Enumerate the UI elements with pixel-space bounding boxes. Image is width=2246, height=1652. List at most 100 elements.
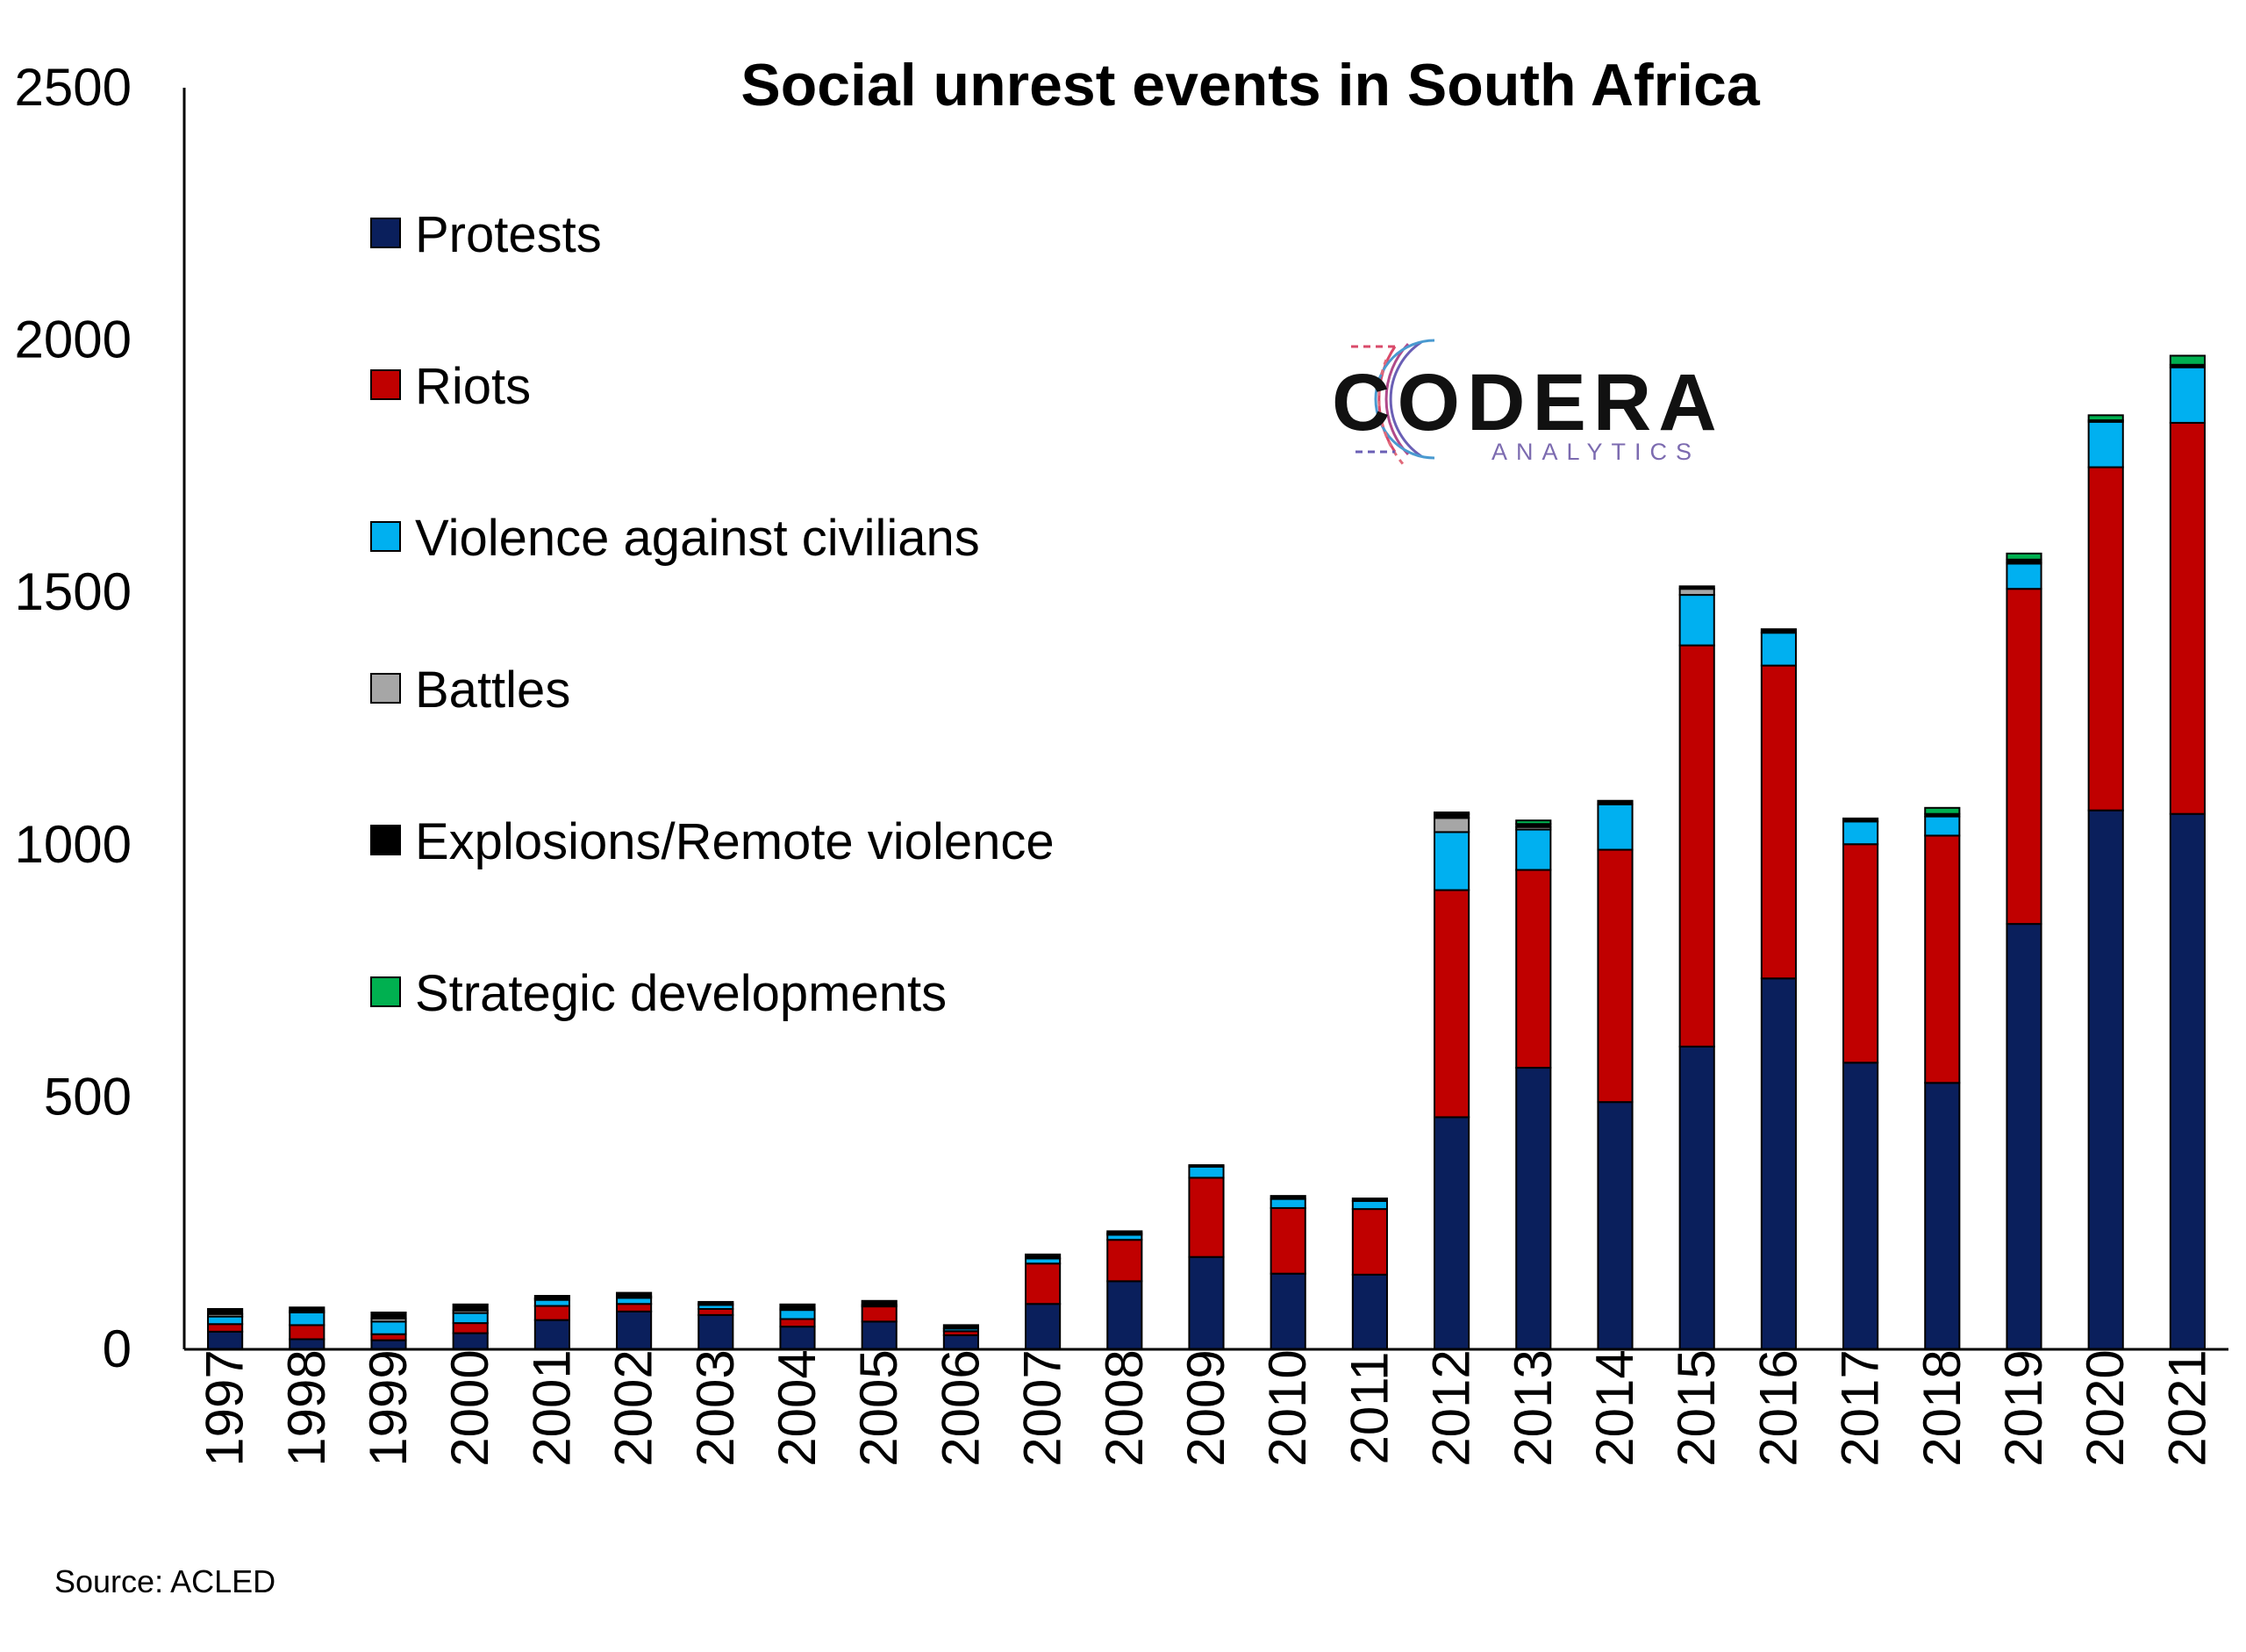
bar-segment (1434, 1116, 1470, 1350)
bar-segment (533, 1295, 570, 1299)
bar-segment (1351, 1273, 1388, 1350)
bar-segment (2006, 923, 2042, 1351)
x-axis: 1997 1998 1999 2000 2001 2002 2003 2004 2005 2006… (184, 1348, 2228, 1467)
y-axis: 0 500 1000 1500 2000 2500 (15, 58, 186, 1378)
bar-segment (1270, 1195, 1306, 1200)
x-tick-label: 2001 (522, 1349, 581, 1466)
bar-segment (1597, 803, 1634, 851)
bar-segment (942, 1324, 979, 1330)
legend-swatch (370, 521, 401, 552)
x-tick-label: 2013 (1504, 1349, 1563, 1466)
bar-segment (1515, 819, 1552, 826)
legend-swatch (370, 369, 401, 400)
x-tick-label: 2002 (604, 1349, 663, 1466)
bar-segment (370, 1312, 407, 1319)
bar-segment (861, 1299, 898, 1306)
bar-segment (1106, 1280, 1143, 1351)
chart-title: Social unrest events in South Africa (740, 52, 1760, 118)
x-tick-label: 2017 (1831, 1349, 1890, 1466)
bar-segment (452, 1322, 489, 1334)
x-tick-label: 1997 (196, 1349, 254, 1466)
x-tick-label: 2007 (1013, 1349, 1072, 1466)
bar-segment (1924, 1082, 1961, 1351)
bar-segment (697, 1300, 734, 1305)
x-tick-label: 2000 (440, 1349, 499, 1466)
bar-segment (533, 1305, 570, 1321)
x-tick-label: 2010 (1258, 1349, 1317, 1466)
x-tick-label: 2006 (931, 1349, 990, 1466)
bar-segment (289, 1338, 325, 1350)
bar-segment (1842, 820, 1879, 846)
codera-logo: CODERA ANALYTICS (1332, 339, 1717, 466)
x-tick-label: 2019 (1994, 1349, 2053, 1466)
x-tick-label: 2003 (686, 1349, 745, 1466)
bar-segment (1351, 1199, 1388, 1211)
bar-segment (2006, 552, 2042, 561)
x-tick-label: 2009 (1177, 1349, 1235, 1466)
bar-segment (1351, 1208, 1388, 1276)
legend: Protests Riots Violence against civilians B… (370, 206, 1055, 1022)
y-tick-label: 0 (103, 1319, 132, 1378)
bar-segment (1025, 1262, 1062, 1305)
x-tick-label: 2012 (1422, 1349, 1481, 1466)
bar-segment (207, 1307, 244, 1315)
bar-segment (452, 1312, 489, 1325)
y-tick-label: 2500 (15, 58, 132, 117)
y-tick-label: 2000 (15, 311, 132, 369)
bar-segment (861, 1305, 898, 1323)
bar-segment (207, 1330, 244, 1351)
bar-segment (370, 1333, 407, 1341)
y-tick-label: 1500 (15, 562, 132, 621)
x-tick-label: 2005 (849, 1349, 908, 1466)
bar-segment (1678, 588, 1715, 597)
bar-segment (289, 1324, 325, 1341)
bar-segment (1106, 1230, 1143, 1234)
bar-segment (1188, 1164, 1225, 1168)
bar-segment (942, 1334, 979, 1351)
x-tick-label: 2008 (1095, 1349, 1154, 1466)
bar-segment (452, 1303, 489, 1312)
bar-segment (533, 1298, 570, 1307)
bars (207, 354, 2206, 1351)
bar-segment (1597, 1101, 1634, 1350)
bar-segment (1188, 1255, 1225, 1350)
bar-segment (370, 1339, 407, 1350)
bar-segment (1025, 1253, 1062, 1260)
bar-segment (1188, 1176, 1225, 1258)
logo-sub-text: ANALYTICS (1491, 439, 1700, 465)
bar-segment (779, 1326, 816, 1350)
bar-segment (289, 1306, 325, 1312)
legend-label: Battles (415, 662, 570, 719)
bar-segment (697, 1307, 734, 1316)
source-note: Source: ACLED (54, 1563, 275, 1599)
bar-segment (1924, 806, 1961, 815)
legend-label: Strategic developments (415, 965, 947, 1022)
legend-label: Explosions/Remote violence (415, 813, 1055, 870)
bar-segment (2087, 809, 2124, 1350)
legend-label: Violence against civilians (415, 510, 980, 567)
bar-segment (2087, 414, 2124, 422)
bar-segment (616, 1297, 653, 1305)
bar-segment (1678, 644, 1715, 1048)
bar-segment (1924, 815, 1961, 837)
bar-segment (1760, 977, 1797, 1351)
bar-segment (1434, 831, 1470, 891)
bar-segment (2087, 466, 2124, 812)
bar-segment (1678, 585, 1715, 590)
bar-segment (452, 1332, 489, 1351)
bar-segment (1842, 843, 1879, 1064)
bar-segment (1760, 632, 1797, 667)
bar-segment (1025, 1303, 1062, 1351)
y-tick-label: 500 (44, 1067, 132, 1126)
bar-segment (1760, 664, 1797, 980)
logo-swirl-icon (1351, 339, 1435, 466)
bar-segment (2169, 421, 2206, 815)
x-tick-label: 2018 (1913, 1349, 1971, 1466)
bar-segment (1760, 628, 1797, 634)
legend-label: Riots (415, 358, 531, 415)
legend-swatch (370, 976, 401, 1007)
x-tick-label: 1998 (277, 1349, 336, 1466)
bar-segment (1515, 1067, 1552, 1351)
x-tick-label: 2021 (2157, 1349, 2216, 1466)
bar-segment (1842, 817, 1879, 823)
